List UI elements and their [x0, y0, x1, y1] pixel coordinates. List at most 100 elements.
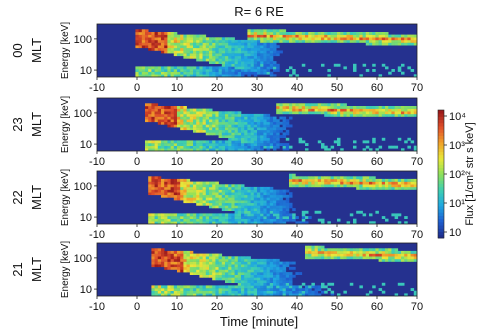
- heatmap-cell: [353, 256, 357, 260]
- heatmap-cell: [173, 213, 178, 217]
- heatmap-cell: [397, 69, 402, 72]
- heatmap-cell: [257, 32, 261, 35]
- heatmap-cell: [228, 61, 232, 64]
- heatmap-cell: [305, 288, 309, 291]
- heatmap-cell: [218, 66, 223, 70]
- heatmap-cell: [148, 71, 152, 75]
- heatmap-cell: [327, 74, 331, 78]
- heatmap-cell: [349, 184, 354, 188]
- heatmap-cell: [180, 119, 184, 123]
- heatmap-cell: [161, 119, 165, 123]
- heatmap-cell: [164, 45, 168, 49]
- heatmap-cell: [273, 42, 277, 46]
- heatmap-cell: [202, 272, 207, 275]
- heatmap-cell: [381, 37, 386, 41]
- heatmap-cell: [301, 178, 306, 182]
- heatmap-cell: [231, 189, 235, 193]
- heatmap-cell: [266, 129, 271, 133]
- heatmap-cell: [157, 264, 162, 268]
- heatmap-cell: [263, 42, 267, 46]
- heatmap-cell: [221, 119, 226, 123]
- heatmap-cell: [173, 37, 178, 41]
- heatmap-cell: [289, 34, 293, 38]
- heatmap-cell: [260, 34, 264, 38]
- heatmap-cell: [346, 253, 351, 257]
- heatmap-cell: [401, 181, 405, 185]
- heatmap-cell: [231, 256, 235, 260]
- heatmap-cell: [212, 192, 216, 196]
- heatmap-cell: [209, 192, 213, 196]
- heatmap-cell: [218, 288, 223, 291]
- heatmap-cell: [234, 202, 239, 206]
- heatmap-cell: [225, 45, 229, 49]
- heatmap-cell: [193, 253, 197, 257]
- heatmap-cell: [170, 34, 175, 38]
- heatmap-cell: [205, 186, 210, 190]
- heatmap-cell: [263, 135, 267, 138]
- heatmap-cell: [170, 108, 175, 112]
- heatmap-cell: [209, 205, 213, 209]
- heatmap-cell: [260, 293, 264, 297]
- heatmap-cell: [199, 148, 203, 152]
- heatmap-cell: [157, 74, 162, 78]
- heatmap-cell: [266, 213, 271, 217]
- x-tick-label: 40: [291, 156, 303, 168]
- heatmap-cell: [212, 74, 216, 78]
- heatmap-cell: [276, 293, 280, 297]
- x-tick-label: 20: [211, 82, 223, 94]
- heatmap-cell: [151, 213, 155, 217]
- heatmap-cell: [212, 145, 216, 149]
- heatmap-cell: [250, 210, 255, 214]
- heatmap-cell: [285, 285, 290, 289]
- heatmap-cell: [311, 106, 315, 109]
- heatmap-cell: [186, 71, 191, 75]
- heatmap-cell: [218, 113, 223, 117]
- heatmap-cell: [343, 37, 347, 41]
- heatmap-cell: [212, 272, 216, 275]
- heatmap-cell: [161, 194, 165, 198]
- colorbar-segment: [438, 135, 444, 140]
- heatmap-cell: [269, 124, 274, 128]
- heatmap-cell: [253, 119, 258, 123]
- heatmap-cell: [244, 266, 248, 270]
- heatmap-cell: [404, 253, 408, 257]
- heatmap-cell: [141, 69, 146, 72]
- heatmap-cell: [205, 272, 210, 275]
- heatmap-cell: [276, 32, 280, 35]
- heatmap-cell: [282, 37, 287, 41]
- heatmap-cell: [183, 113, 187, 117]
- heatmap-cell: [225, 50, 229, 54]
- heatmap-cell: [327, 176, 331, 180]
- heatmap-cell: [173, 194, 178, 198]
- heatmap-cell: [231, 216, 235, 219]
- heatmap-cell: [183, 55, 187, 59]
- heatmap-cell: [205, 274, 210, 278]
- heatmap-cell: [177, 181, 181, 185]
- heatmap-cell: [401, 250, 405, 254]
- heatmap-cell: [276, 108, 280, 112]
- heatmap-cell: [369, 181, 373, 185]
- heatmap-cell: [250, 119, 255, 123]
- heatmap-cell: [244, 53, 248, 57]
- heatmap-cell: [177, 50, 181, 54]
- heatmap-cell: [413, 256, 418, 260]
- heatmap-cell: [183, 53, 187, 57]
- heatmap-cell: [247, 293, 251, 297]
- heatmap-cell: [157, 34, 162, 38]
- heatmap-cell: [151, 293, 155, 297]
- heatmap-cell: [381, 216, 386, 219]
- y-axis-label: Energy [keV]: [60, 241, 71, 298]
- heatmap-cell: [308, 111, 312, 115]
- heatmap-cell: [343, 250, 347, 254]
- heatmap-cell: [388, 42, 392, 46]
- heatmap-cell: [186, 145, 191, 149]
- heatmap-cell: [324, 178, 328, 182]
- heatmap-cell: [225, 111, 229, 115]
- heatmap-cell: [161, 253, 165, 257]
- heatmap-cell: [193, 256, 197, 260]
- heatmap-cell: [301, 181, 306, 185]
- heatmap-cell: [321, 106, 325, 109]
- heatmap-cell: [180, 216, 184, 219]
- heatmap-cell: [173, 47, 178, 51]
- heatmap-cell: [231, 55, 235, 59]
